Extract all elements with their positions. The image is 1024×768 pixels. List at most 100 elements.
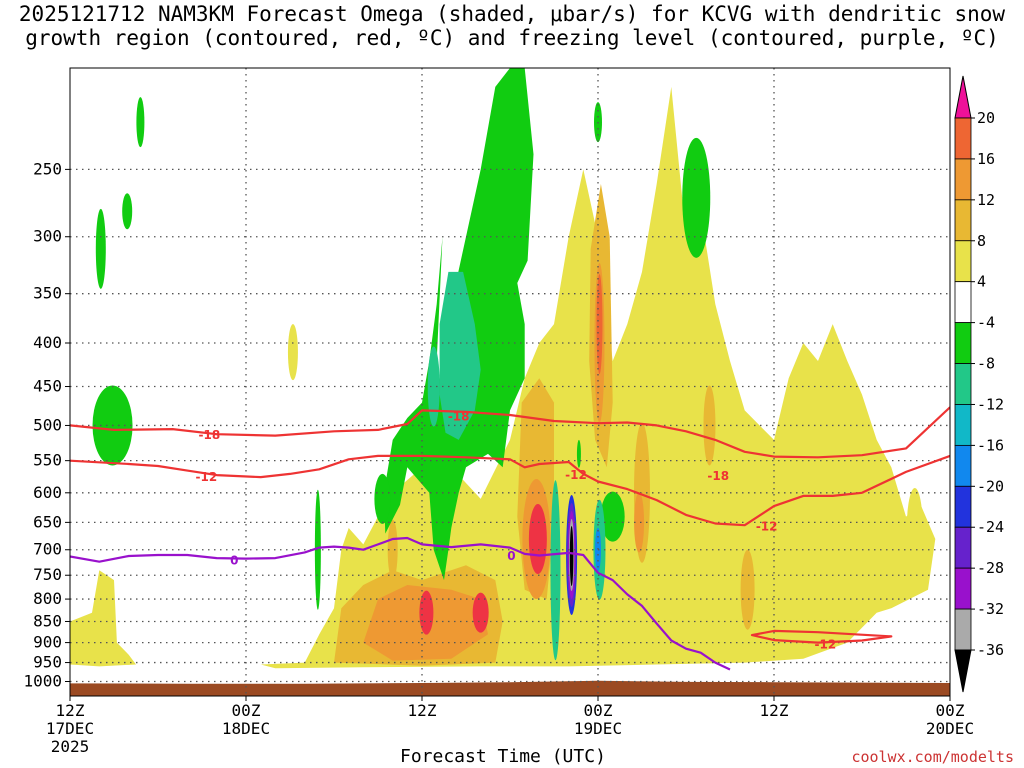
omega-shade-region — [95, 208, 106, 289]
x-tick-label: 00Z — [584, 701, 613, 720]
omega-shade-region — [569, 526, 574, 587]
terrain-band — [70, 680, 950, 696]
dgz-contour — [750, 629, 893, 644]
freezing-level-contour — [70, 536, 731, 671]
colorbar-label: -4 — [977, 314, 995, 332]
omega-shade-region — [374, 473, 391, 524]
y-tick-label: 600 — [33, 483, 62, 502]
y-tick-label: 700 — [33, 540, 62, 559]
colorbar-segment — [954, 158, 972, 201]
colorbar: 20 16 12 8 4 -4 -8 -12 -16 -20 -24 -28 -32 -36 — [954, 75, 1004, 693]
omega-shade-region — [387, 519, 398, 580]
contour-lines: -18 -18 -18 -12 -12 -12 -12 0 0 — [70, 406, 950, 671]
contour-label: -18 — [198, 428, 220, 442]
colorbar-label: 20 — [977, 109, 995, 127]
colorbar-label: 4 — [977, 273, 986, 291]
chart-title: 2025121712 NAM3KM Forecast Omega (shaded… — [0, 2, 1024, 50]
colorbar-label: -36 — [977, 641, 1004, 659]
y-tick-label: 500 — [33, 415, 62, 434]
omega-shade-region — [596, 274, 603, 375]
omega-shade-region — [427, 346, 440, 427]
omega-shade-region — [528, 504, 547, 575]
y-tick-label: 950 — [33, 653, 62, 672]
x-tick-label: 00Z — [936, 701, 965, 720]
colorbar-segment — [954, 526, 972, 569]
contour-label: 0 — [230, 554, 238, 568]
contour-label: -12 — [756, 519, 778, 533]
title-line-1: 2025121712 NAM3KM Forecast Omega (shaded… — [18, 2, 1006, 26]
x-tick-label: 19DEC — [574, 719, 622, 738]
omega-shade-region — [703, 385, 716, 466]
y-tick-label: 300 — [33, 227, 62, 246]
omega-shade-region — [550, 480, 561, 661]
colorbar-segment — [954, 363, 972, 405]
y-tick-label: 550 — [33, 451, 62, 470]
omega-shade-region — [576, 439, 581, 468]
contour-label: -18 — [448, 409, 470, 423]
contour-label: -12 — [565, 468, 587, 482]
x-tick-label: 18DEC — [222, 719, 270, 738]
colorbar-segment — [954, 281, 972, 324]
colorbar-label: 16 — [977, 150, 995, 168]
colorbar-label: -16 — [977, 436, 1004, 454]
colorbar-label: -12 — [977, 395, 1004, 413]
omega-shade-region — [136, 97, 145, 148]
y-tick-label: 250 — [33, 159, 62, 178]
colorbar-label: 12 — [977, 191, 995, 209]
colorbar-segment — [954, 404, 972, 446]
omega-shade-region — [70, 570, 136, 667]
x-tick-label: 12Z — [56, 701, 85, 720]
terrain-fill — [70, 680, 950, 696]
colorbar-bottom-arrow — [954, 649, 972, 693]
colorbar-segment — [954, 485, 972, 528]
title-line-2: growth region (contoured, red, ºC) and f… — [25, 26, 999, 50]
x-tick-label: 17DEC — [46, 719, 94, 738]
grid-lines — [70, 68, 950, 696]
x-axis-title: Forecast Time (UTC) — [400, 746, 606, 767]
credit-link[interactable]: coolwx.com/modelts — [851, 748, 1014, 766]
contour-label: -12 — [196, 470, 218, 484]
colorbar-segment — [954, 240, 972, 283]
omega-shade-region — [634, 492, 645, 553]
contour-label: -12 — [814, 638, 836, 652]
x-tick-label: 00Z — [232, 701, 261, 720]
y-tick-label: 850 — [33, 611, 62, 630]
colorbar-segment — [954, 322, 972, 364]
y-tick-label: 1000 — [23, 672, 62, 691]
contour-label: -18 — [707, 469, 729, 483]
omega-shade-region — [682, 137, 711, 258]
x-tick-label: 20DEC — [926, 719, 974, 738]
colorbar-label: 8 — [977, 232, 986, 250]
colorbar-label: -24 — [977, 518, 1004, 536]
colorbar-label: -28 — [977, 559, 1004, 577]
omega-shade-region — [314, 489, 321, 610]
colorbar-segment — [954, 199, 972, 242]
y-tick-label: 350 — [33, 284, 62, 303]
omega-shade-region — [906, 488, 923, 569]
colorbar-segment — [954, 567, 972, 610]
y-tick-label: 800 — [33, 589, 62, 608]
omega-shade-region — [600, 491, 625, 542]
colorbar-top-arrow — [954, 75, 972, 119]
omega-shade-region — [419, 590, 434, 635]
dgz-contour — [70, 406, 950, 459]
colorbar-label: -20 — [977, 477, 1004, 495]
dgz-contour — [70, 454, 950, 527]
y-axis: 250 300 350 400 450 500 550 600 650 700 750 800 850 9… — [23, 159, 70, 691]
omega-shade-region — [439, 271, 481, 440]
y-tick-label: 650 — [33, 512, 62, 531]
omega-shade-region — [287, 324, 298, 381]
contour-label: 0 — [507, 549, 515, 563]
x-tick-label: 12Z — [408, 701, 437, 720]
x-tick-label: 2025 — [51, 737, 90, 756]
plot-frame — [69, 67, 951, 697]
y-tick-label: 900 — [33, 633, 62, 652]
omega-shade-region — [122, 193, 133, 230]
y-tick-label: 750 — [33, 565, 62, 584]
colorbar-segment — [954, 444, 972, 487]
colorbar-label: -8 — [977, 355, 995, 373]
omega-shade-region — [740, 549, 755, 630]
y-tick-label: 400 — [33, 333, 62, 352]
